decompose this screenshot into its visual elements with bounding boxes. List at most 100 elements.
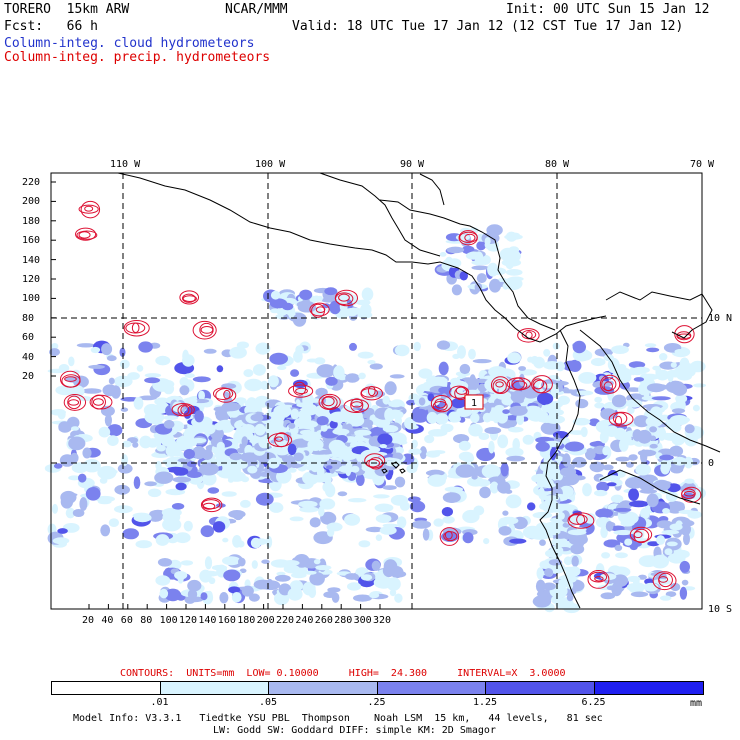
cloud-blob — [502, 282, 509, 290]
box-label-text: 1 — [471, 398, 478, 409]
cloud-blob — [439, 252, 447, 257]
cloud-blob — [406, 399, 417, 406]
cloud-blob — [605, 521, 614, 532]
precip-contour — [200, 497, 223, 513]
cloud-blob — [187, 579, 202, 592]
cloud-blob — [82, 447, 92, 459]
cloud-blob — [186, 461, 197, 468]
cloud-blob — [518, 366, 526, 371]
cloud-blob — [671, 408, 686, 414]
cloud-blob — [339, 299, 348, 313]
cloud-blob — [684, 424, 695, 434]
cloud-blob — [560, 467, 577, 477]
cloud-blob — [558, 578, 570, 586]
cloud-blob — [231, 592, 242, 603]
cloud-blob — [600, 525, 608, 539]
cloud-blob — [162, 517, 182, 532]
cloud-blob — [122, 440, 132, 448]
cloud-blob — [499, 516, 519, 525]
cloud-blob — [53, 463, 63, 469]
cloud-blob — [326, 465, 333, 470]
cloud-blob — [269, 502, 284, 513]
cloud-blob — [502, 510, 509, 516]
cloud-blob — [472, 359, 492, 364]
cloud-blob — [72, 509, 85, 517]
cloud-blob — [532, 595, 552, 608]
cloud-blob — [662, 508, 670, 514]
cloud-blob — [349, 342, 357, 351]
cloud-blob — [672, 456, 687, 466]
cloud-blob — [535, 579, 546, 593]
cloud-blob — [442, 492, 461, 503]
precip-contour — [681, 486, 702, 503]
cloud-blob — [497, 481, 511, 494]
cloud-blob — [364, 407, 375, 416]
precip-contour — [458, 230, 478, 246]
cloud-blob — [452, 353, 460, 359]
cloud-blob — [630, 591, 649, 598]
precip-contour — [587, 570, 610, 589]
cloud-blob — [572, 417, 591, 426]
cloud-blob — [270, 308, 280, 314]
cloud-blob — [594, 396, 603, 403]
cloud-blob — [307, 438, 324, 451]
cloud-blob — [133, 397, 144, 410]
cloud-blob — [223, 569, 241, 582]
cloud-blob — [114, 505, 133, 514]
cloud-blob — [625, 477, 645, 489]
precip-contour — [288, 384, 314, 398]
precip-contour — [492, 379, 507, 394]
precip-contour — [454, 386, 468, 401]
cloud-blob — [625, 399, 643, 408]
cloud-blob — [539, 539, 546, 546]
cloud-blob — [535, 441, 550, 452]
precip-contour — [633, 528, 650, 544]
cloud-blob — [345, 573, 359, 580]
cloud-blob — [184, 373, 195, 378]
x-tick-label: 240 — [295, 615, 314, 626]
cloud-blob — [319, 449, 333, 455]
cloud-blob — [350, 465, 360, 473]
precip-contour — [89, 394, 113, 410]
cloud-blob — [99, 477, 108, 484]
cloud-blob — [298, 500, 318, 508]
cloud-blob — [201, 475, 214, 483]
cloud-blob — [494, 404, 505, 411]
cloud-blob — [585, 448, 596, 461]
cloud-blob — [114, 375, 133, 388]
precip-contour — [351, 401, 363, 408]
cloud-blob — [484, 427, 502, 434]
cloud-blob — [273, 404, 292, 418]
cloud-blob — [554, 409, 564, 416]
cloud-blob — [407, 496, 421, 503]
precip-contour — [321, 395, 338, 410]
precip-contour — [629, 526, 653, 543]
cloud-blob — [305, 398, 322, 403]
cloud-blob — [85, 487, 101, 501]
x-tick-label: 200 — [256, 615, 275, 626]
legend-precip: Column-integ. precip. hydrometeors — [4, 50, 271, 65]
cloud-blob — [229, 452, 243, 461]
cloud-blob — [596, 481, 610, 492]
cloud-blob — [639, 373, 660, 381]
cloud-blob — [448, 411, 460, 423]
cloud-blob — [293, 452, 304, 462]
cloud-blob — [620, 520, 635, 527]
cloud-blob — [192, 376, 211, 383]
cloud-blob — [594, 489, 608, 497]
cloud-blob — [693, 383, 707, 388]
cloud-blob — [433, 518, 444, 527]
cloud-blob — [462, 532, 474, 544]
cloud-blob — [51, 343, 59, 350]
cloud-blob — [183, 397, 198, 405]
cloud-blob — [647, 541, 660, 547]
cloud-blob — [90, 346, 101, 354]
cloud-blob — [52, 503, 58, 514]
cloud-blob — [315, 565, 332, 571]
cloud-blob — [653, 479, 671, 491]
cloud-blob — [598, 476, 614, 482]
cloud-blob — [411, 439, 418, 449]
cloud-blob — [255, 342, 271, 355]
cloud-blob — [182, 354, 195, 367]
cloud-blob — [290, 408, 300, 420]
